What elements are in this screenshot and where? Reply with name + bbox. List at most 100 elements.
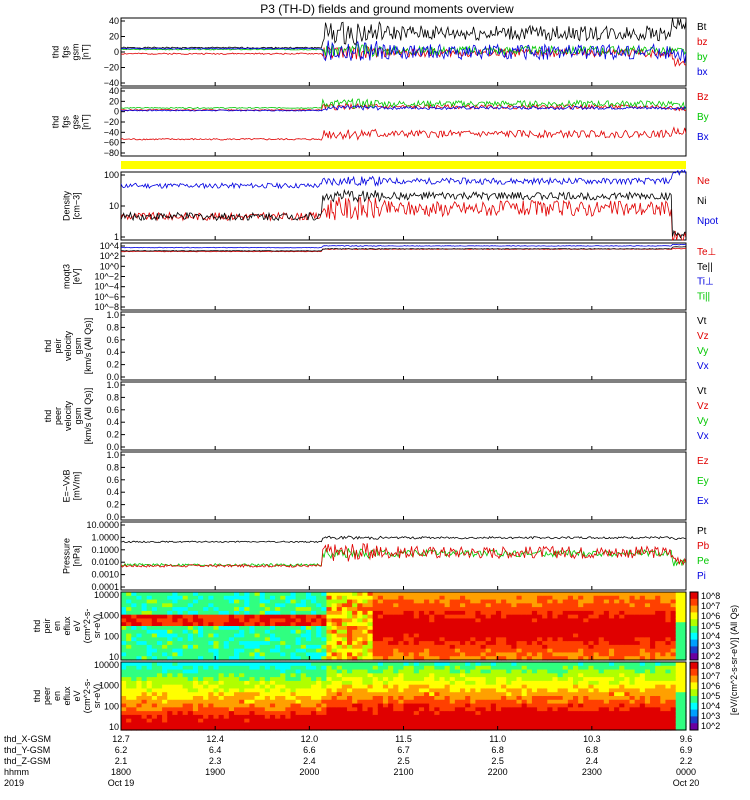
heatmap-cell [624, 633, 631, 638]
heatmap-cell [557, 680, 564, 686]
heatmap-cell [434, 610, 441, 616]
heatmap-cell [121, 726, 127, 731]
heatmap-cell [151, 703, 158, 708]
heatmap-cell [639, 680, 646, 686]
heatmap-cell [537, 684, 543, 690]
heatmap-cell [480, 652, 487, 657]
heatmap-cell [198, 677, 204, 682]
heatmap-cell [557, 711, 564, 716]
heatmap-cell [460, 622, 466, 627]
heatmap-cell [259, 699, 266, 705]
heatmap-cell [593, 641, 600, 646]
heatmap-cell [336, 726, 343, 731]
heatmap-cell [382, 656, 389, 661]
heatmap-cell [326, 662, 333, 667]
heatmap-cell [347, 648, 353, 654]
heatmap-cell [382, 603, 389, 608]
heatmap-cell [126, 644, 132, 650]
heatmap-cell [372, 718, 379, 724]
heatmap-cell [608, 614, 615, 620]
heatmap-cell [495, 652, 502, 657]
heatmap-cell [305, 669, 312, 674]
heatmap-cell [495, 629, 502, 635]
heatmap-cell [655, 637, 661, 642]
heatmap-cell [506, 722, 512, 727]
heatmap-cell [239, 618, 245, 623]
heatmap-cell [639, 669, 646, 674]
heatmap-cell [141, 677, 148, 682]
heatmap-cell [321, 714, 328, 720]
heatmap-cell [228, 629, 235, 635]
heatmap-cell [465, 622, 471, 627]
heatmap-cell [449, 688, 456, 693]
heatmap-cell [588, 629, 595, 635]
heatmap-cell [213, 669, 220, 674]
heatmap-cell [470, 726, 477, 731]
heatmap-cell [136, 665, 143, 671]
heatmap-cell [675, 629, 682, 635]
heatmap-cell [593, 656, 600, 661]
heatmap-cell [331, 607, 338, 612]
heatmap-cell [311, 648, 317, 654]
heatmap-cell [475, 703, 482, 708]
heatmap-cell [480, 726, 487, 731]
heatmap-cell [300, 648, 307, 654]
heatmap-cell [562, 614, 569, 620]
heatmap-cell [516, 652, 523, 657]
heatmap-cell [275, 592, 281, 597]
heatmap-cell [290, 618, 297, 623]
heatmap-cell [465, 599, 471, 604]
heatmap-cell [136, 707, 143, 712]
heatmap-cell [624, 603, 631, 608]
heatmap-cell [680, 626, 687, 631]
heatmap-cell [347, 614, 353, 620]
heatmap-cell [578, 637, 584, 642]
heatmap-cell [269, 592, 276, 597]
heatmap-cell [275, 607, 281, 612]
heatmap-cell [223, 711, 230, 716]
heatmap-cell [126, 648, 132, 654]
heatmap-cell [388, 618, 394, 623]
x-row-label: thd_Y-GSM [4, 745, 50, 755]
heatmap-cell [239, 622, 245, 627]
heatmap-cell [547, 669, 554, 674]
heatmap-cell [454, 622, 461, 627]
heatmap-cell [434, 637, 441, 642]
heatmap-cell [434, 707, 441, 712]
heatmap-cell [665, 692, 672, 697]
heatmap-cell [485, 648, 492, 654]
heatmap-cell [264, 703, 271, 708]
heatmap-cell [670, 718, 677, 724]
heatmap-cell [341, 648, 348, 654]
heatmap-cell [388, 699, 394, 705]
heatmap-cell [454, 618, 461, 623]
heatmap-cell [444, 714, 451, 720]
panel-frame [120, 242, 687, 311]
heatmap-cell [331, 626, 338, 631]
heatmap-cell [341, 688, 348, 693]
heatmap-cell [156, 644, 163, 650]
heatmap-cell [567, 688, 574, 693]
heatmap-cell [393, 669, 399, 674]
heatmap-cell [269, 673, 276, 678]
heatmap-cell [259, 607, 266, 612]
heatmap-cell [567, 711, 574, 716]
heatmap-cell [413, 692, 420, 697]
heatmap-cell [254, 692, 261, 697]
y-tick-label: 0.0010 [91, 570, 119, 580]
heatmap-cell [680, 718, 687, 724]
heatmap-cell [629, 633, 636, 638]
heatmap-cell [326, 622, 333, 627]
heatmap-cell [239, 610, 245, 616]
heatmap-cell [583, 614, 590, 620]
heatmap-cell [269, 629, 276, 635]
heatmap-cell [352, 669, 358, 674]
heatmap-cell [608, 626, 615, 631]
heatmap-cell [583, 673, 590, 678]
heatmap-cell [300, 626, 307, 631]
heatmap-cell [121, 607, 127, 612]
heatmap-cell [675, 656, 682, 661]
heatmap-cell [614, 673, 620, 678]
heatmap-cell [675, 680, 682, 686]
heatmap-cell [408, 677, 415, 682]
